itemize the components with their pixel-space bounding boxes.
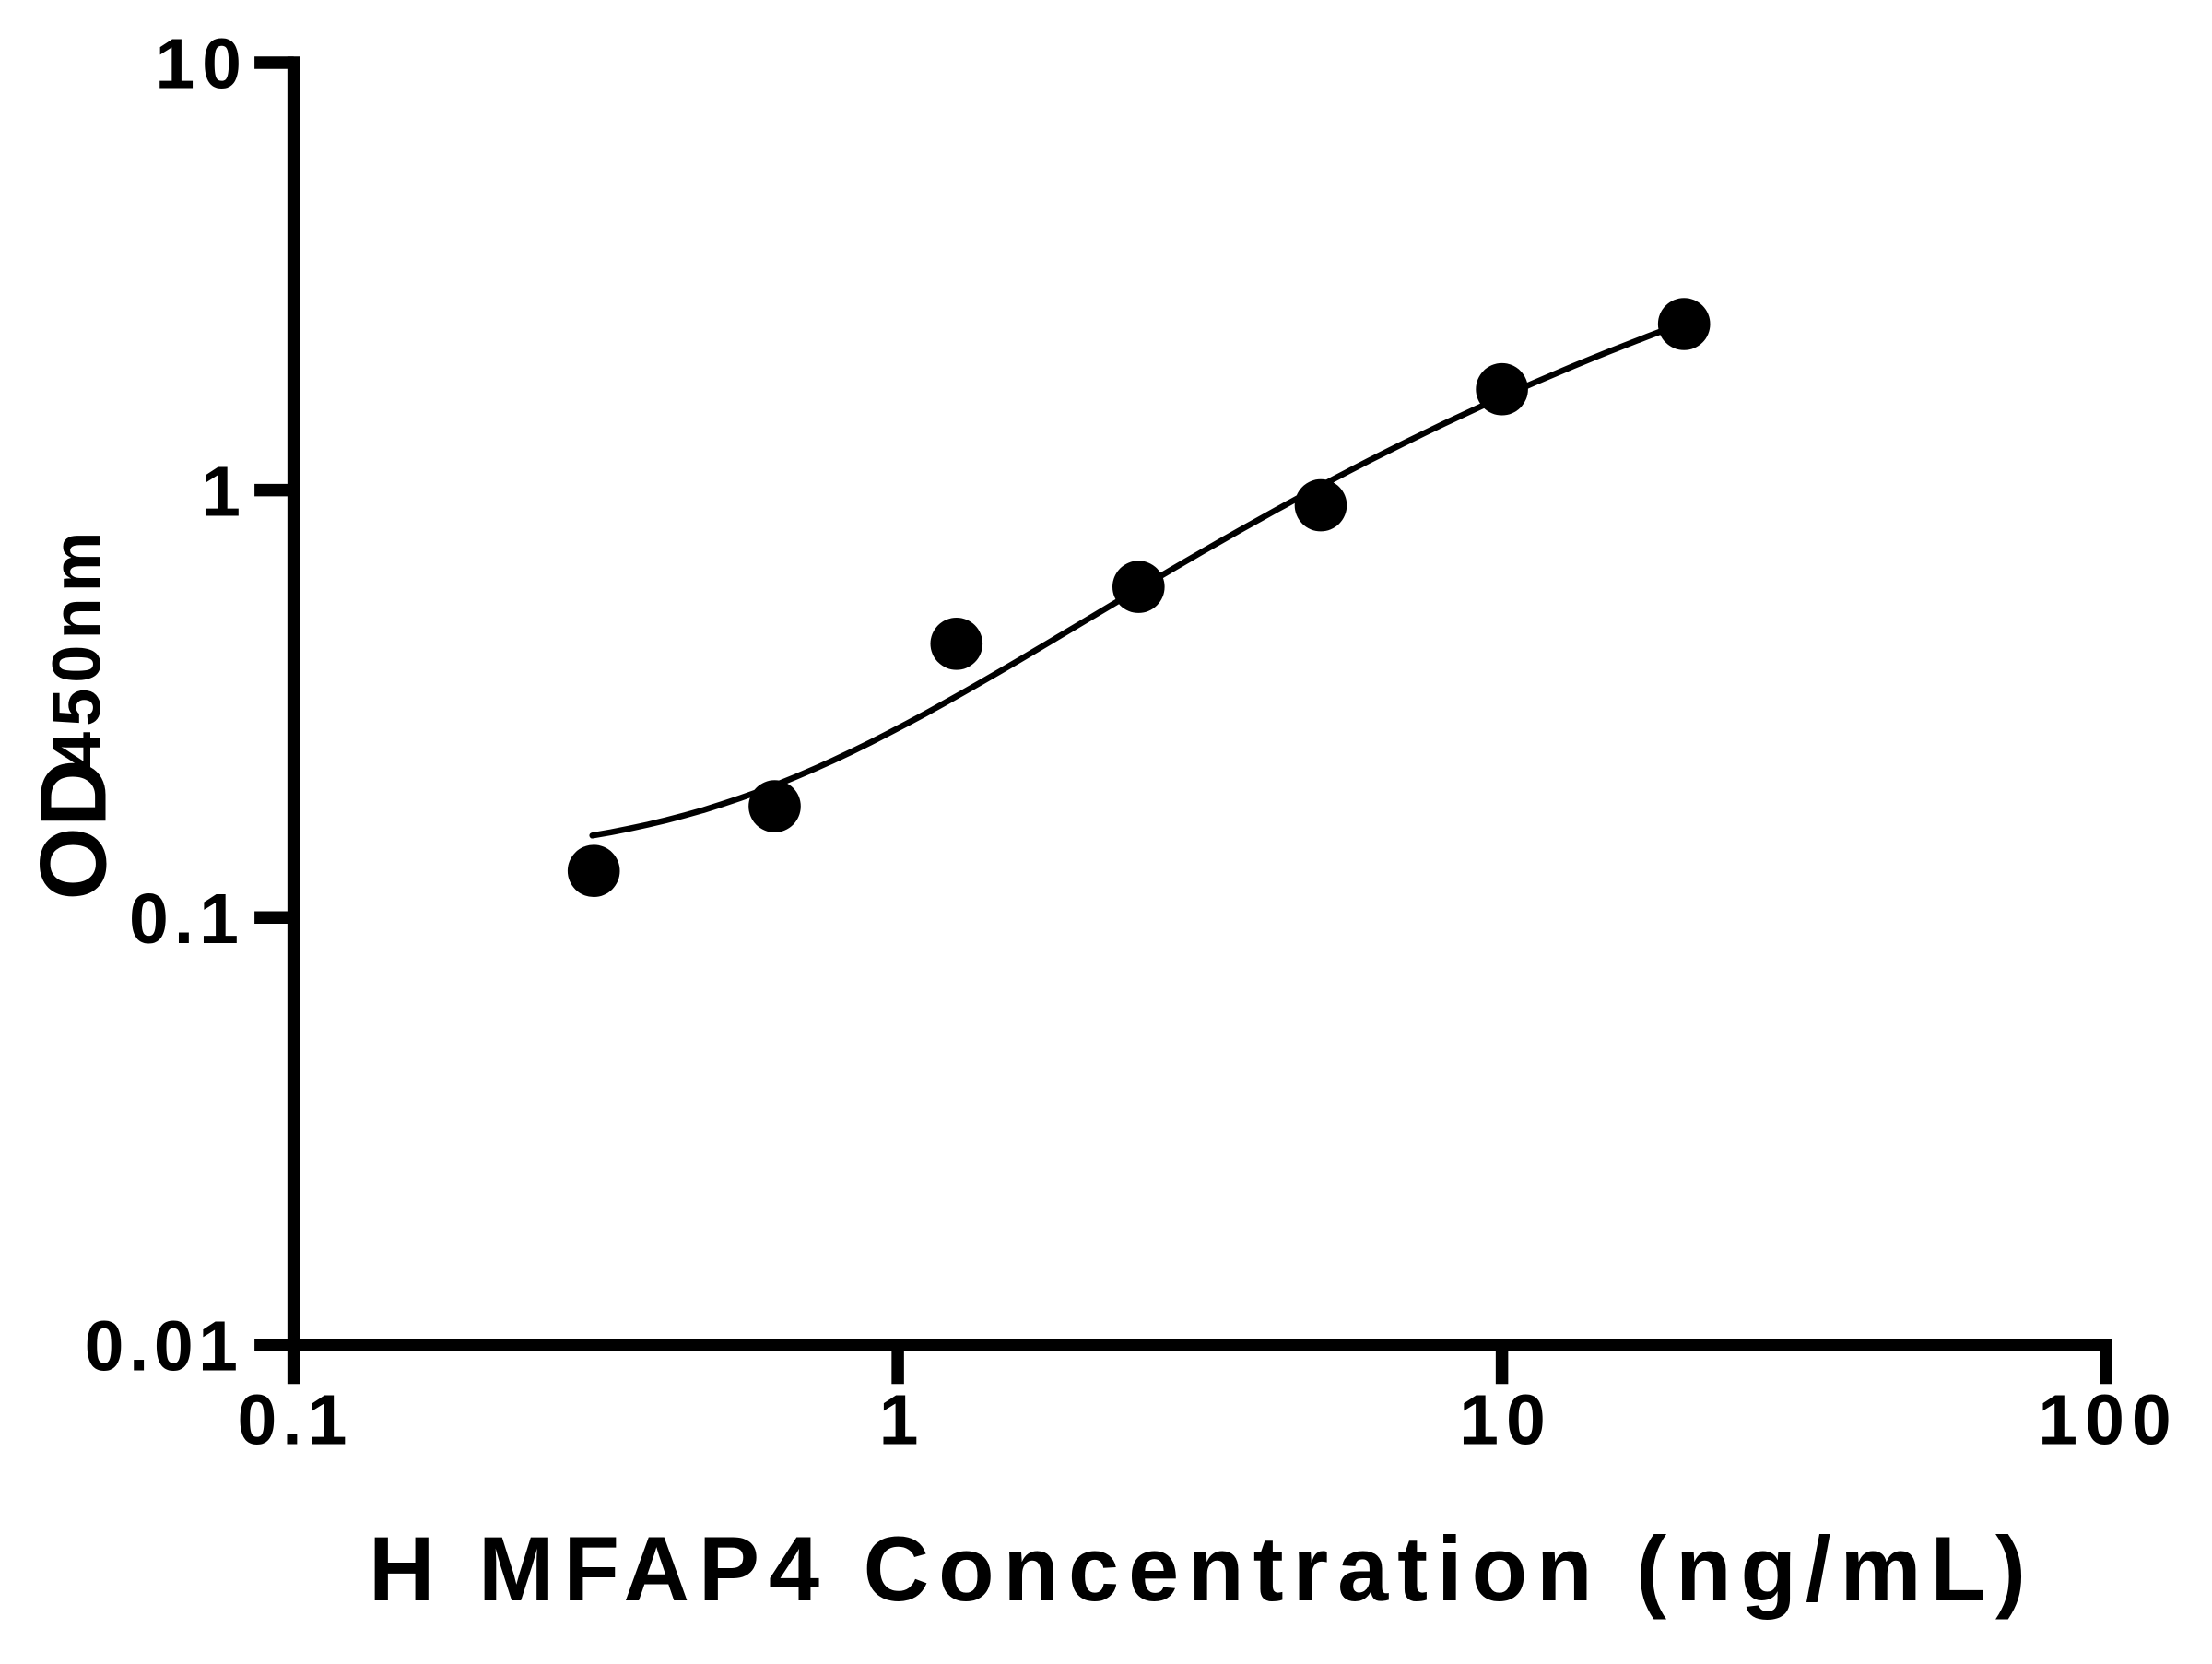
svg-text:100: 100 — [2038, 1381, 2178, 1460]
svg-text:0.01: 0.01 — [85, 1307, 243, 1387]
svg-text:10: 10 — [1459, 1381, 1553, 1460]
svg-text:0.1: 0.1 — [129, 879, 244, 959]
svg-text:1: 1 — [879, 1381, 919, 1460]
svg-text:450nm: 450nm — [39, 526, 115, 770]
svg-text:OD: OD — [21, 760, 126, 901]
svg-text:10: 10 — [155, 25, 249, 104]
svg-text:H MFAP4 Concentration (ng/mL): H MFAP4 Concentration (ng/mL) — [369, 1517, 2035, 1620]
svg-text:1: 1 — [201, 452, 241, 531]
svg-text:0.1: 0.1 — [237, 1381, 352, 1460]
